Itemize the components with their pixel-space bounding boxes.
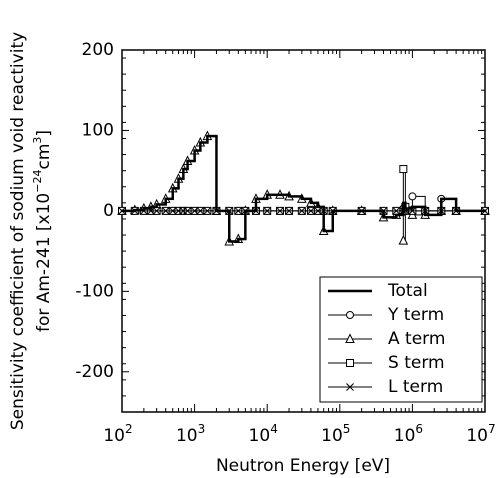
x-tick-exponent: 5 (343, 422, 351, 436)
marker-x (263, 207, 272, 215)
marker-square (346, 359, 354, 367)
marker-x (392, 207, 401, 215)
y-axis-label-part: ] (34, 130, 54, 137)
series (120, 134, 487, 243)
marker-x (203, 207, 212, 215)
legend-label: Y term (387, 305, 444, 325)
marker-square (399, 165, 408, 174)
x-tick-exponent: 2 (125, 422, 133, 436)
y-axis-label-part: for Am-241 [x10 (34, 193, 54, 332)
x-tick-exponent: 3 (198, 422, 206, 436)
marker-circle (408, 192, 417, 201)
y-tick-label: 100 (82, 120, 114, 140)
marker-x (196, 207, 205, 215)
marker-x (297, 207, 306, 215)
marker-x (307, 207, 315, 215)
x-tick-label: 107 (466, 422, 495, 447)
x-tick-base: 10 (466, 426, 488, 446)
marker-x (183, 207, 192, 215)
marker-x (152, 207, 161, 215)
x-tick-base: 10 (394, 426, 416, 446)
legend-label: Total (387, 281, 428, 301)
x-tick-base: 10 (176, 426, 198, 446)
x-tick-base: 10 (321, 426, 343, 446)
y-axis-label-part: cm (34, 144, 54, 170)
y-axis-label-part: 3 (31, 137, 44, 144)
marker-triangle (345, 333, 355, 343)
x-tick-base: 10 (249, 426, 271, 446)
marker-x (234, 207, 243, 215)
x-tick-label: 104 (249, 422, 278, 447)
marker-x (161, 207, 170, 215)
marker-x (314, 207, 322, 215)
y-tick-label: 200 (82, 40, 114, 60)
y-tick-label: -200 (75, 362, 114, 382)
marker-x (190, 207, 199, 215)
legend-label: S term (388, 353, 445, 373)
legend-label: A term (388, 329, 445, 349)
x-tick-exponent: 7 (488, 422, 496, 436)
y-axis-label-part: −24 (31, 170, 44, 193)
plot-frame (121, 49, 486, 413)
marker-x (346, 383, 354, 391)
x-axis-label: Neutron Energy [eV] (216, 456, 390, 476)
marker-x (285, 207, 293, 215)
marker-circle (346, 311, 354, 319)
x-tick-base: 10 (103, 426, 125, 446)
y-tick-label: -100 (75, 281, 114, 301)
marker-x (168, 207, 177, 215)
marker-x (276, 207, 284, 215)
x-tick-label: 103 (176, 422, 205, 447)
marker-triangle (398, 235, 409, 245)
x-tick-exponent: 6 (415, 422, 423, 436)
y-axis-label: Sensitivity coefficient of sodium void r… (8, 32, 28, 430)
y-axis-label: for Am-241 [x10−24cm3] (31, 130, 55, 332)
y-tick-label: 0 (103, 201, 114, 221)
x-tick-label: 105 (321, 422, 350, 447)
x-tick-label: 106 (394, 422, 423, 447)
x-tick-label: 102 (103, 422, 132, 447)
legend-label: L term (388, 377, 443, 397)
x-tick-exponent: 4 (270, 422, 278, 436)
